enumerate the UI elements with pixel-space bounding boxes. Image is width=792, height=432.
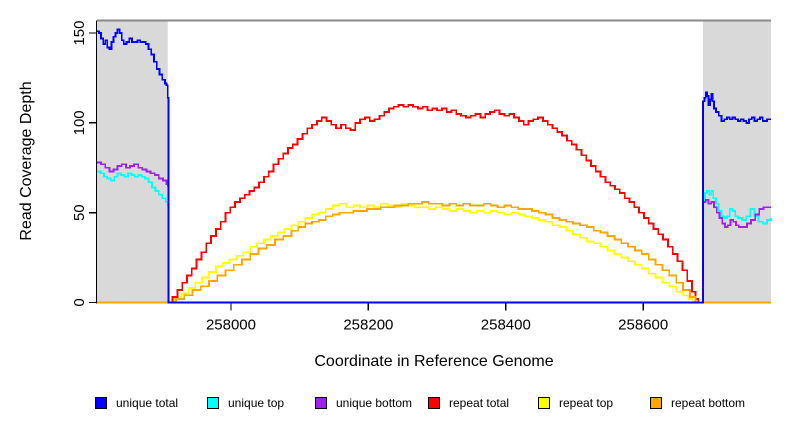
y-axis-title: Read Coverage Depth xyxy=(18,81,35,240)
legend-swatch-repeat-bottom xyxy=(650,397,662,409)
legend-swatch-repeat-total xyxy=(428,397,440,409)
y-tick-label: 50 xyxy=(71,204,88,221)
legend-label: unique total xyxy=(116,396,179,410)
legend-item-repeat-bottom: repeat bottom xyxy=(650,396,745,410)
series-repeat-total xyxy=(97,104,771,304)
series-repeat-top xyxy=(97,202,771,304)
x-tick-label: 258600 xyxy=(618,317,668,334)
legend-label: repeat total xyxy=(449,396,510,410)
series-unique-total xyxy=(97,28,771,304)
legend-label: repeat top xyxy=(559,396,614,410)
legend-item-repeat-top: repeat top xyxy=(538,396,613,410)
legend-label: unique bottom xyxy=(336,396,413,410)
y-tick-label: 100 xyxy=(71,110,88,135)
legend-item-unique-top: unique top xyxy=(207,396,284,410)
legend-item-unique-total: unique total xyxy=(95,396,178,410)
y-tick-label: 150 xyxy=(71,21,88,46)
x-tick-label: 258200 xyxy=(343,317,393,334)
legend-swatch-unique-top xyxy=(207,397,219,409)
x-tick-label: 258400 xyxy=(481,317,531,334)
y-tick-label: 0 xyxy=(71,298,88,306)
legend: unique total unique top unique bottom repea… xyxy=(0,392,792,422)
legend-swatch-unique-total xyxy=(95,397,107,409)
x-tick-label: 258000 xyxy=(206,317,256,334)
legend-swatch-repeat-top xyxy=(538,397,550,409)
coverage-chart: 0 50 100 150 258000 258200 258400 258600 Coordi… xyxy=(18,19,772,370)
legend-item-repeat-total: repeat total xyxy=(428,396,509,410)
legend-label: repeat bottom xyxy=(671,396,746,410)
plot-area: 0 50 100 150 258000 258200 258400 258600 xyxy=(71,19,772,334)
unique-region-right xyxy=(702,20,771,303)
series-unique-bottom xyxy=(97,161,771,304)
legend-label: unique top xyxy=(228,396,285,410)
legend-swatch-unique-bottom xyxy=(315,397,327,409)
legend-item-unique-bottom: unique bottom xyxy=(315,396,412,410)
series-repeat-bottom xyxy=(97,201,771,304)
x-axis-title: Coordinate in Reference Genome xyxy=(314,353,553,370)
